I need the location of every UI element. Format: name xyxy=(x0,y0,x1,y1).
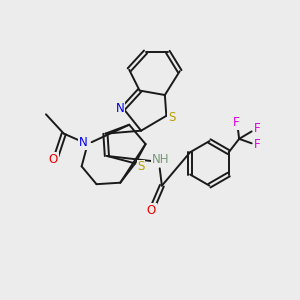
Text: S: S xyxy=(168,111,176,124)
Text: N: N xyxy=(116,102,125,115)
Text: F: F xyxy=(254,138,260,151)
Text: O: O xyxy=(147,203,156,217)
Text: S: S xyxy=(137,160,145,173)
Text: N: N xyxy=(79,136,88,149)
Text: F: F xyxy=(254,122,260,135)
Text: O: O xyxy=(49,153,58,166)
Text: NH: NH xyxy=(152,153,169,166)
Text: F: F xyxy=(233,116,239,129)
